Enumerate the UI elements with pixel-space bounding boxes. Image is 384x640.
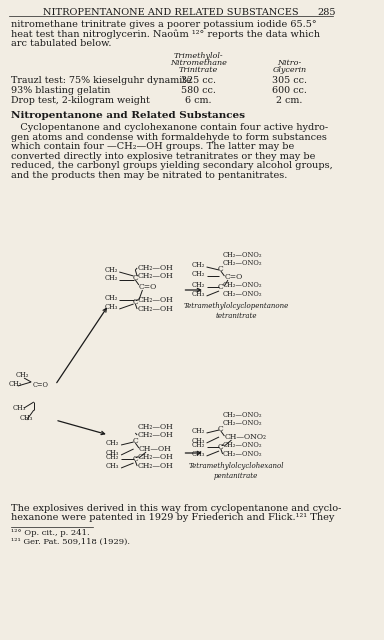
Text: CH₂—OH: CH₂—OH xyxy=(137,305,173,313)
Text: CH₂: CH₂ xyxy=(16,371,30,379)
Text: C: C xyxy=(218,425,224,433)
Text: CH₃: CH₃ xyxy=(106,449,119,457)
Text: CH₂—OH: CH₂—OH xyxy=(137,453,173,461)
Text: hexanone were patented in 1929 by Friederich and Flick.¹²¹ They: hexanone were patented in 1929 by Friede… xyxy=(11,513,334,522)
Text: 2 cm.: 2 cm. xyxy=(276,96,303,105)
Text: CH₂: CH₂ xyxy=(104,274,118,282)
Text: CH₂—ONO₂: CH₂—ONO₂ xyxy=(223,259,262,267)
Text: Tetramethylolcyclopentanone
tetranitrate: Tetramethylolcyclopentanone tetranitrate xyxy=(183,302,289,320)
Text: 580 cc.: 580 cc. xyxy=(181,86,216,95)
Text: CH₂—OH: CH₂—OH xyxy=(137,423,173,431)
Text: C: C xyxy=(132,274,138,282)
Text: CH₂: CH₂ xyxy=(104,294,118,302)
Text: Cyclopentanone and cyclohexanone contain four active hydro-: Cyclopentanone and cyclohexanone contain… xyxy=(11,123,328,132)
Text: CH₂—ONO₂: CH₂—ONO₂ xyxy=(223,419,262,427)
Text: CH₂: CH₂ xyxy=(191,261,205,269)
Text: 6 cm.: 6 cm. xyxy=(185,96,212,105)
Text: CH₂—OH: CH₂—OH xyxy=(137,462,173,470)
Text: CH₃: CH₃ xyxy=(106,462,119,470)
Text: Trinitrate: Trinitrate xyxy=(179,66,218,74)
Text: Glycerin: Glycerin xyxy=(272,66,306,74)
Text: Nitro-: Nitro- xyxy=(277,59,301,67)
Text: Drop test, 2-kilogram weight: Drop test, 2-kilogram weight xyxy=(11,96,149,105)
Text: CH₃: CH₃ xyxy=(20,414,33,422)
Text: CH₂—OH: CH₂—OH xyxy=(137,296,173,304)
Text: CH₂—ONO₂: CH₂—ONO₂ xyxy=(223,290,262,298)
Text: 305 cc.: 305 cc. xyxy=(272,76,307,85)
Text: CH—OH: CH—OH xyxy=(139,445,172,453)
Text: CH₂—OH: CH₂—OH xyxy=(137,264,173,272)
Text: The explosives derived in this way from cyclopentanone and cyclo-: The explosives derived in this way from … xyxy=(11,504,341,513)
Text: CH₂—ONO₂: CH₂—ONO₂ xyxy=(223,441,262,449)
Text: Nitromethane: Nitromethane xyxy=(170,59,227,67)
Text: C: C xyxy=(132,298,138,306)
Text: CH₂: CH₂ xyxy=(106,439,119,447)
Text: CH₂: CH₂ xyxy=(104,266,118,274)
Text: CH₃: CH₃ xyxy=(191,450,205,458)
Text: CH₂: CH₂ xyxy=(191,270,205,278)
Text: 325 cc.: 325 cc. xyxy=(181,76,216,85)
Text: CH₂—OH: CH₂—OH xyxy=(137,431,173,439)
Text: CH—ONO₂: CH—ONO₂ xyxy=(224,433,266,441)
Text: CH₂—OH: CH₂—OH xyxy=(137,272,173,280)
Text: nitromethane trinitrate gives a poorer potassium iodide 65.5°: nitromethane trinitrate gives a poorer p… xyxy=(11,20,316,29)
Text: CH₂—ONO₂: CH₂—ONO₂ xyxy=(223,281,262,289)
Text: reduced, the carbonyl groups yielding secondary alcohol groups,: reduced, the carbonyl groups yielding se… xyxy=(11,161,333,170)
Text: ¹²¹ Ger. Pat. 509,118 (1929).: ¹²¹ Ger. Pat. 509,118 (1929). xyxy=(11,538,130,546)
Text: CH₂—ONO₂: CH₂—ONO₂ xyxy=(223,251,262,259)
Text: CH₃: CH₃ xyxy=(12,404,26,412)
Text: C: C xyxy=(218,443,224,451)
Text: CH₂—ONO₂: CH₂—ONO₂ xyxy=(223,450,262,458)
Text: 285: 285 xyxy=(317,8,336,17)
Text: NITROPENTANONE AND RELATED SUBSTANCES: NITROPENTANONE AND RELATED SUBSTANCES xyxy=(43,8,299,17)
Text: C=O: C=O xyxy=(33,381,49,389)
Text: C: C xyxy=(132,455,138,463)
Text: ¹²° Op. cit., p. 241.: ¹²° Op. cit., p. 241. xyxy=(11,529,89,537)
Text: Trimethylol-: Trimethylol- xyxy=(174,52,223,60)
Text: CH₃: CH₃ xyxy=(104,303,118,311)
Text: heat test than nitroglycerin. Naoûm ¹²° reports the data which: heat test than nitroglycerin. Naoûm ¹²° … xyxy=(11,29,320,39)
Text: arc tabulated below.: arc tabulated below. xyxy=(11,39,111,48)
Text: C: C xyxy=(218,283,224,291)
Text: Trauzl test: 75% kieselguhr dynamite: Trauzl test: 75% kieselguhr dynamite xyxy=(11,76,191,85)
Text: C: C xyxy=(218,265,224,273)
Text: CH₂: CH₂ xyxy=(191,427,205,435)
Text: 93% blasting gelatin: 93% blasting gelatin xyxy=(11,86,110,95)
Text: gen atoms and condense with formaldehyde to form substances: gen atoms and condense with formaldehyde… xyxy=(11,132,326,141)
Text: 600 cc.: 600 cc. xyxy=(272,86,307,95)
Text: CH₂—ONO₂: CH₂—ONO₂ xyxy=(223,411,262,419)
Text: Tetramethylolcyclohexanol
pentanitrate: Tetramethylolcyclohexanol pentanitrate xyxy=(188,462,284,480)
Text: C=O: C=O xyxy=(139,283,157,291)
Text: CH₂: CH₂ xyxy=(191,441,205,449)
Text: C=O: C=O xyxy=(224,273,243,281)
Text: CH₃: CH₃ xyxy=(191,290,205,298)
Text: C: C xyxy=(132,437,138,445)
Text: Nitropentanone and Related Substances: Nitropentanone and Related Substances xyxy=(11,111,245,120)
Text: CH₂: CH₂ xyxy=(9,380,22,388)
Text: CH₂: CH₂ xyxy=(106,453,119,461)
Text: and the products then may be nitrated to pentanitrates.: and the products then may be nitrated to… xyxy=(11,170,287,179)
Text: converted directly into explosive tetranitrates or they may be: converted directly into explosive tetran… xyxy=(11,152,315,161)
Text: which contain four —CH₂—OH groups. The latter may be: which contain four —CH₂—OH groups. The l… xyxy=(11,142,294,151)
Text: CH₃: CH₃ xyxy=(191,437,205,445)
Text: CH₂: CH₂ xyxy=(191,281,205,289)
